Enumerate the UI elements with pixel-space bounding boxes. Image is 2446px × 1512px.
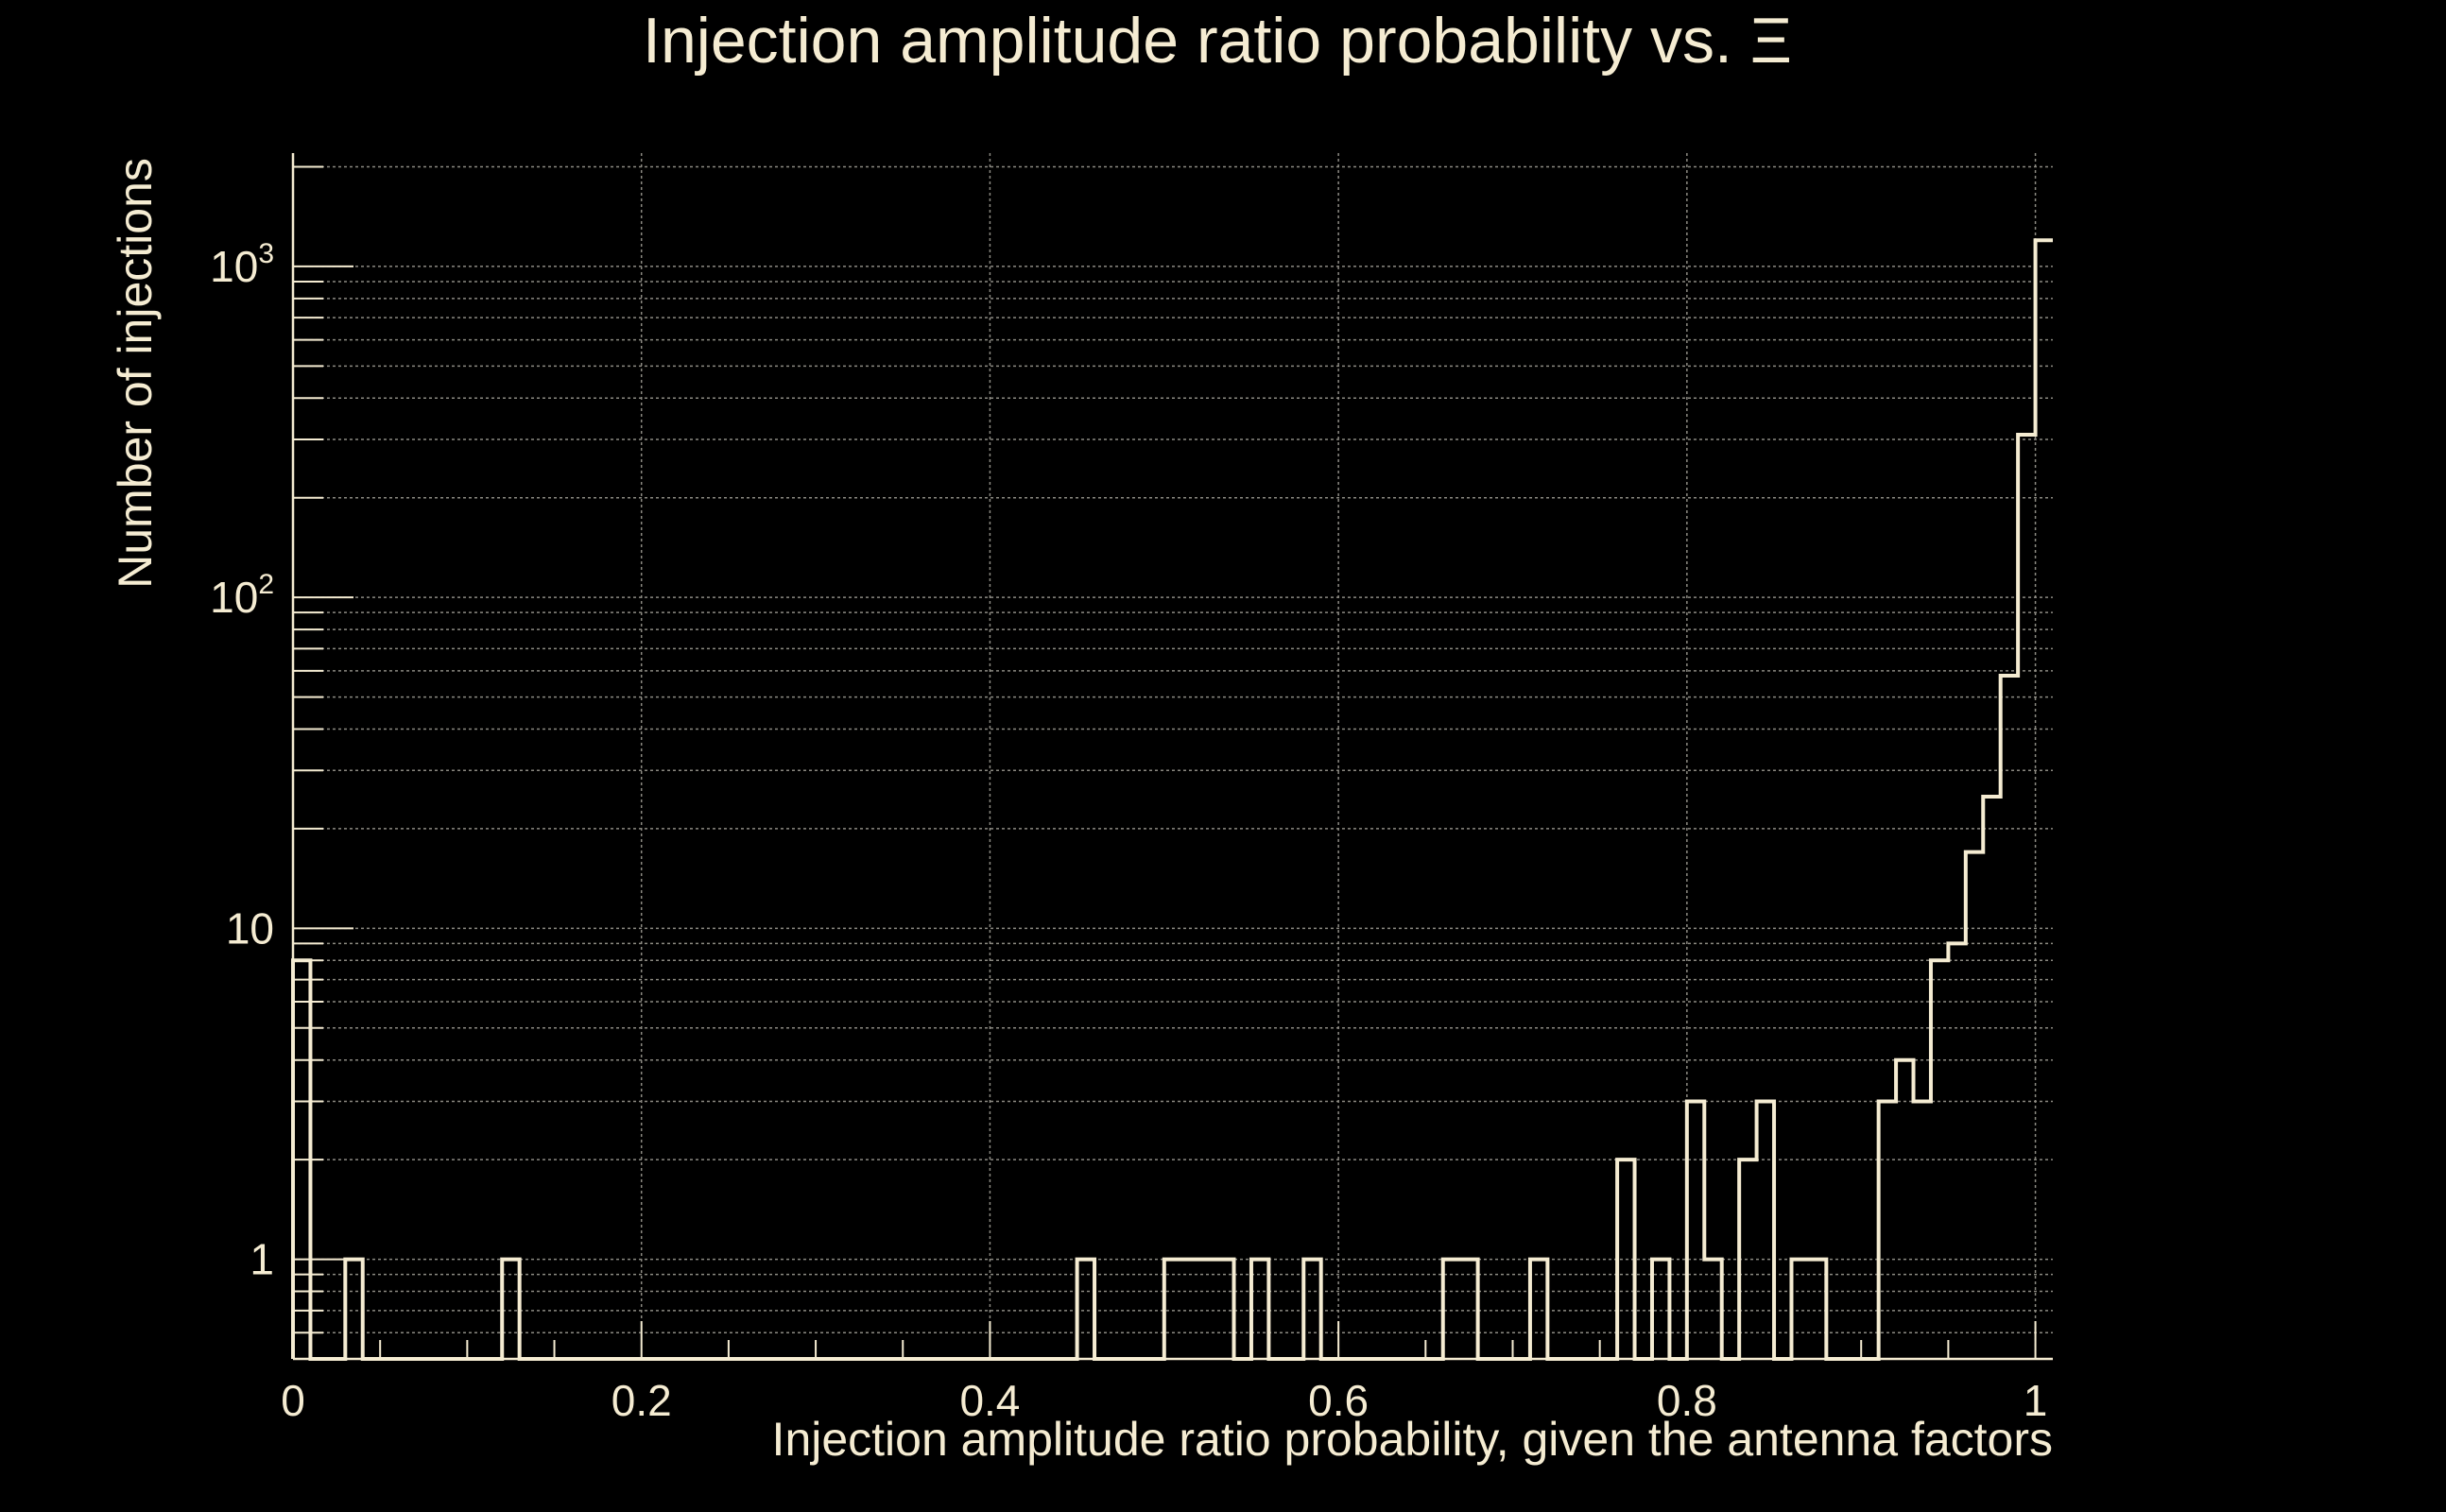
- x-tick-label: 0.8: [1657, 1376, 1717, 1425]
- x-tick-label: 1: [2024, 1376, 2048, 1425]
- x-tick-label: 0.2: [612, 1376, 672, 1425]
- x-tick-labels: 0 0.2 0.4 0.6 0.8 1: [281, 1376, 2047, 1425]
- chart-title: Injection amplitude ratio probability vs…: [643, 5, 1792, 77]
- y-tick-label: 10: [226, 903, 274, 953]
- y-axis-label: Number of injections: [109, 158, 162, 589]
- x-tick-label: 0.6: [1308, 1376, 1369, 1425]
- x-tick-label: 0: [281, 1376, 305, 1425]
- y-tick-labels: 1 10 102 103: [210, 238, 274, 1284]
- x-tick-label: 0.4: [959, 1376, 1020, 1425]
- x-axis-label: Injection amplitude ratio probability, g…: [772, 1413, 2053, 1466]
- y-tick-label: 102: [210, 569, 274, 622]
- axes: [291, 153, 2053, 1361]
- y-tick-label: 103: [210, 238, 274, 291]
- y-tick-label: 1: [250, 1235, 274, 1284]
